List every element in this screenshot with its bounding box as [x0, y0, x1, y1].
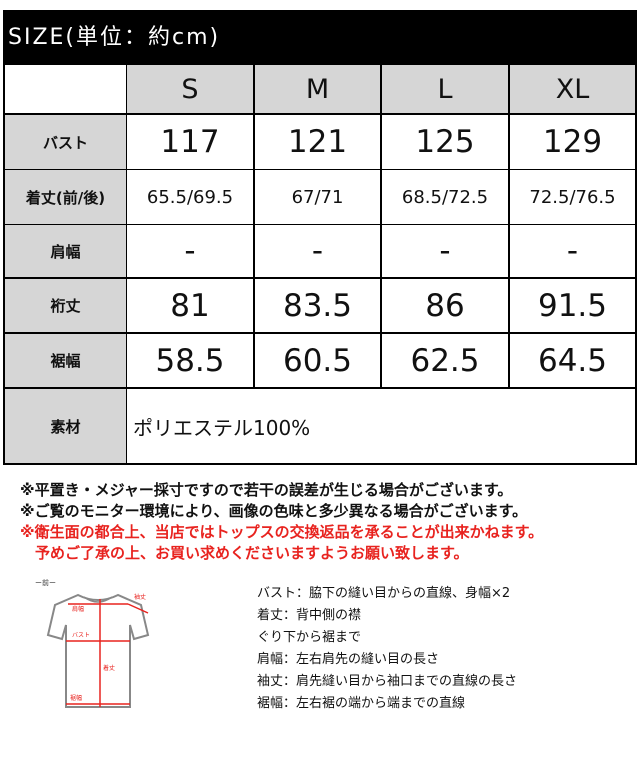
label-hem: 裾幅	[70, 694, 82, 702]
label-shoulder: 肩幅	[72, 605, 84, 613]
table-cell: 83.5	[255, 279, 380, 332]
table-cell: 125	[382, 115, 508, 169]
table-cell: -	[382, 225, 508, 277]
label-length: 着丈	[103, 664, 115, 672]
warning: 予めご了承の上、お買い求めくださいますようお願い致します。	[20, 544, 469, 562]
size-header: XL	[510, 65, 635, 113]
measure-lines	[66, 599, 149, 707]
size-header: S	[127, 65, 253, 113]
table-cell: -	[510, 225, 635, 277]
note: ※ご覧のモニター環境により、画像の色味と多少異なる場合がございます。	[20, 502, 528, 520]
label-bust: バスト	[72, 632, 90, 639]
row-label: 素材	[5, 389, 126, 463]
definition: 裾幅：左右裾の端から端までの直線	[257, 696, 466, 711]
material-value: ポリエステル100%	[127, 389, 635, 463]
table-cell: 86	[382, 279, 508, 332]
table-cell: 67/71	[255, 170, 380, 224]
header-corner	[5, 65, 126, 113]
table-cell: 62.5	[382, 334, 508, 387]
table-cell: 91.5	[510, 279, 635, 332]
row-label: 肩幅	[5, 225, 126, 277]
table-cell: 68.5/72.5	[382, 170, 508, 224]
table-cell: 58.5	[127, 334, 253, 387]
definition: 袖丈：肩先縫い目から袖口までの直線の長さ	[257, 674, 518, 689]
definition: バスト：脇下の縫い目からの直線、身幅×2	[257, 586, 511, 601]
table-title: SIZE(単位：約cm)	[8, 25, 221, 50]
table-cell: -	[127, 225, 253, 277]
row-label: バスト	[5, 115, 126, 169]
warning: ※衛生面の都合上、当店ではトップスの交換返品を承ることが出来かねます。	[20, 523, 544, 541]
size-header: M	[255, 65, 380, 113]
note: ※平置き・メジャー採寸ですので若干の誤差が生じる場合がございます。	[20, 481, 513, 499]
definition: ぐり下から裾まで	[257, 630, 362, 645]
label-sleeve: 袖丈	[134, 593, 146, 601]
table-cell: 129	[510, 115, 635, 169]
table-cell: -	[255, 225, 380, 277]
size-header: L	[382, 65, 508, 113]
definition: 肩幅：左右肩先の縫い目の長さ	[257, 652, 440, 667]
table-cell: 121	[255, 115, 380, 169]
front-label: ー前ー	[35, 578, 56, 587]
row-label: 裾幅	[5, 334, 126, 387]
table-cell: 65.5/69.5	[127, 170, 253, 224]
notes: ※平置き・メジャー採寸ですので若干の誤差が生じる場合がございます。 ※ご覧のモニ…	[20, 480, 543, 564]
table-cell: 81	[127, 279, 253, 332]
definitions: バスト：脇下の縫い目からの直線、身幅×2 着丈：背中側の襟 ぐり下から裾まで 肩…	[257, 583, 517, 715]
row-label: 着丈(前/後)	[5, 170, 126, 224]
row-label: 裄丈	[5, 279, 126, 332]
definition: 着丈：背中側の襟	[257, 608, 362, 623]
table-cell: 60.5	[255, 334, 380, 387]
table-cell: 72.5/76.5	[510, 170, 635, 224]
table-cell: 117	[127, 115, 253, 169]
table-cell: 64.5	[510, 334, 635, 387]
tshirt-diagram: ー前ー 肩幅 袖丈 バスト 着丈 裾幅	[35, 578, 150, 708]
